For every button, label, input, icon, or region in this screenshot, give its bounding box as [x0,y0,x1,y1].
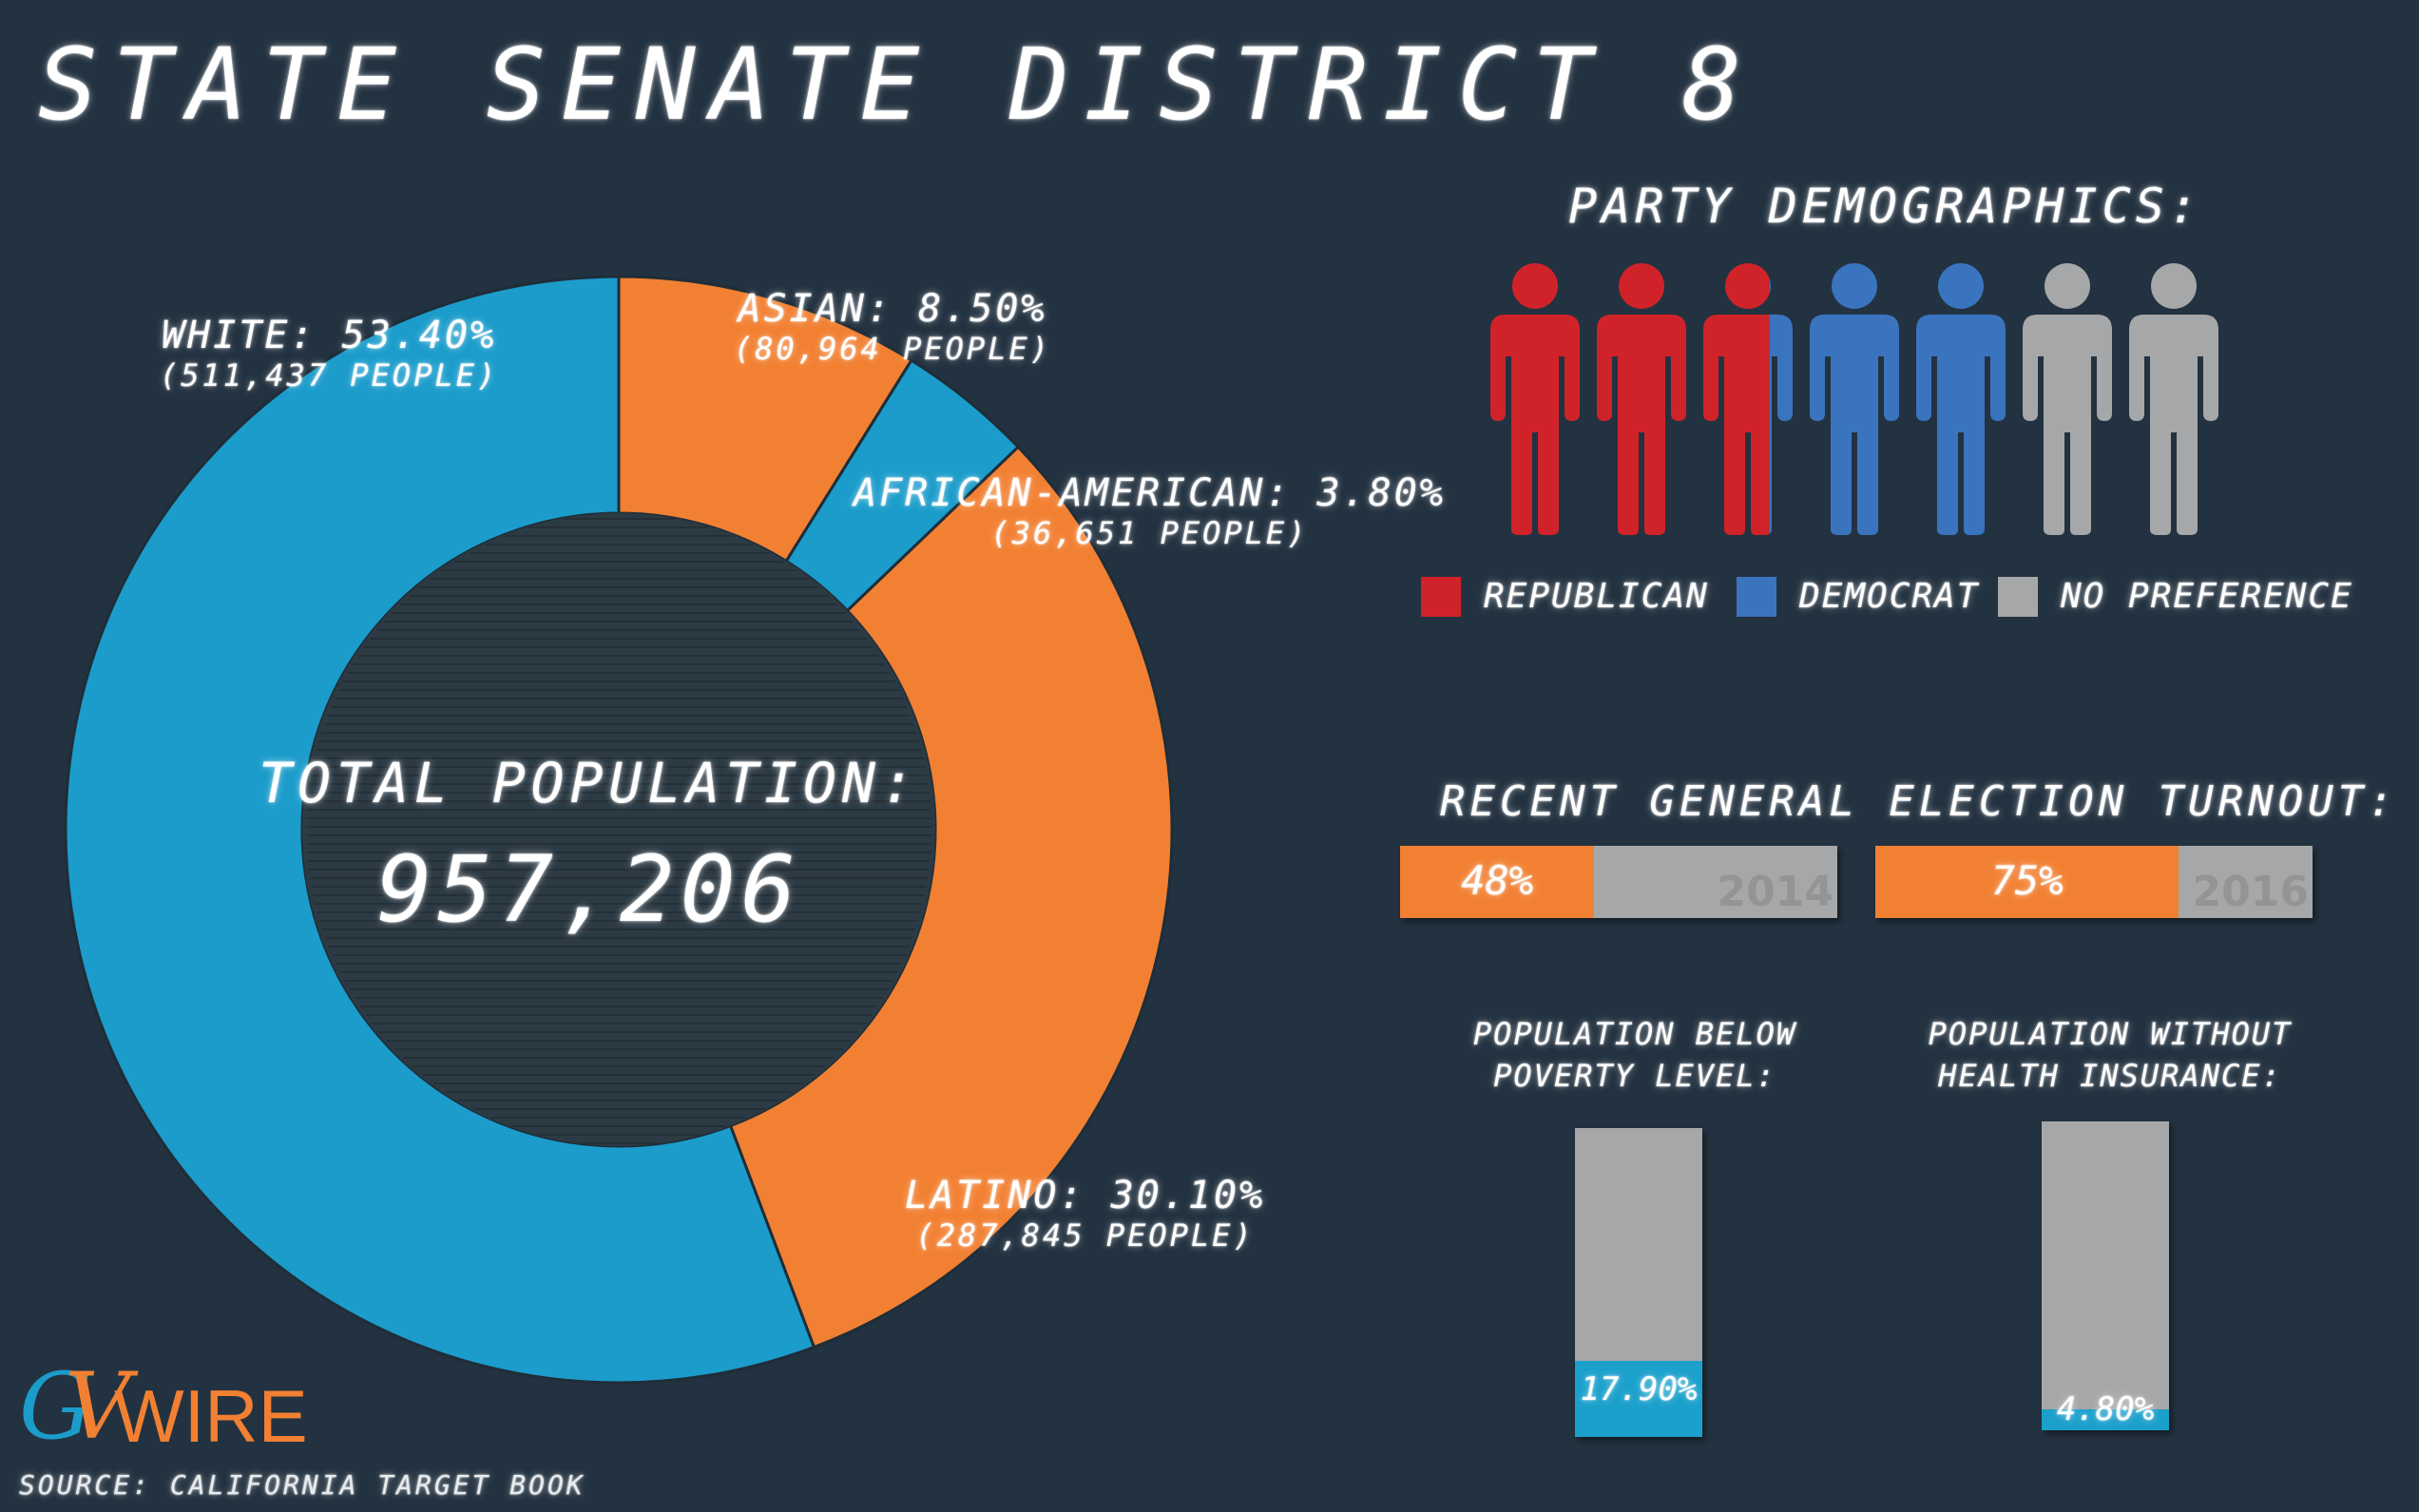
turnout-year-2014: 2014 [1717,868,1833,916]
poverty-bar-fill: 17.90% [1575,1360,1702,1437]
turnout-bar-2016: 75% 2016 [1875,846,2313,918]
turnout-title: RECENT GENERAL ELECTION TURNOUT: [1440,777,2398,826]
total-population-label: TOTAL POPULATION: [259,751,920,815]
legend-swatch-republican [1421,577,1461,617]
turnout-year-2016: 2016 [2192,868,2309,916]
slice-label-white-people: (511,437 PEOPLE) [160,357,499,393]
donut-slice-latino [728,445,1174,1349]
person-body [1490,315,1580,535]
person-body [2129,315,2218,535]
person-head [1619,263,1664,309]
person-body [1769,315,1793,534]
slice-label-african-american: AFRICAN-AMERICAN: 3.80% (36,651 PEOPLE) [854,471,1446,551]
legend-label-republican: REPUBLICAN [1484,577,1709,616]
poverty-bar: 17.90% [1575,1128,1702,1437]
total-population-value: 957,206 [376,836,802,943]
page-title: STATE SENATE DISTRICT 8 [38,27,1757,143]
insurance-title-line-2: HEALTH INSURANCE: [1938,1058,2282,1094]
logo-letter-v: V [65,1353,131,1460]
poverty-value: 17.90% [1580,1370,1698,1408]
slice-label-latino-pct: LATINO: 30.10% [905,1174,1266,1217]
legend-label-no-preference: NO PREFERENCE [2061,577,2353,616]
turnout-fill-2014: 48% [1400,846,1595,918]
party-people-chart [1490,263,2218,535]
slice-label-white: WHITE: 53.40% (511,437 PEOPLE) [160,314,498,393]
insurance-value: 4.80% [2056,1390,2155,1428]
slice-label-asian-people: (80,964 PEOPLE) [734,331,1051,367]
person-body [1703,315,1770,535]
person-head [1725,263,1770,309]
legend-label-democrat: DEMOCRAT [1799,577,1980,616]
turnout-bar-2014: 48% 2014 [1400,846,1837,918]
poverty-title-line-2: POVERTY LEVEL: [1493,1058,1776,1094]
source-note: SOURCE: CALIFORNIA TARGET BOOK [19,1469,586,1501]
turnout-fill-2016: 75% [1875,846,2179,918]
person-head [1769,278,1771,294]
logo-wire: WIRE [114,1374,308,1458]
legend-swatch-democrat [1737,577,1776,617]
people-layer-republican [1490,263,1770,535]
party-people-figures [1490,263,2218,535]
poverty-title: POPULATION BELOW POVERTY LEVEL: [1407,1013,1863,1097]
slice-label-asian: ASIAN: 8.50% (80,964 PEOPLE) [734,287,1051,367]
population-donut-chart [64,275,1174,1385]
slice-label-african-american-people: (36,651 PEOPLE) [990,515,1309,551]
person-head [1832,263,1877,309]
turnout-value-2014: 48% [1461,857,1534,904]
person-head [2045,263,2090,309]
slice-label-latino: LATINO: 30.10% (287,845 PEOPLE) [905,1174,1265,1254]
slice-label-white-pct: WHITE: 53.40% [162,314,497,357]
people-layer-no-preference [2023,263,2218,535]
person-head [1938,263,1984,309]
insurance-bar-fill: 4.80% [2042,1390,2169,1430]
party-demographics-title: PARTY DEMOGRAPHICS: [1568,179,2202,234]
insurance-bar: 4.80% [2042,1121,2169,1430]
donut-center-texture [306,518,931,1144]
poverty-title-line-1: POPULATION BELOW [1472,1016,1797,1052]
slice-label-latino-people: (287,845 PEOPLE) [915,1217,1255,1254]
insurance-title-line-1: POPULATION WITHOUT [1928,1016,2293,1052]
donut-center [302,513,935,1146]
people-layer-democrat [1769,263,2006,535]
person-head [1512,263,1558,309]
person-body [1810,315,1899,535]
person-body [1597,315,1686,535]
person-body [2023,315,2112,535]
person-head [2151,263,2197,309]
insurance-title: POPULATION WITHOUT HEALTH INSURANCE: [1863,1013,2357,1097]
slice-label-african-american-pct: AFRICAN-AMERICAN: 3.80% [854,471,1446,515]
logo-letter-g: G [19,1353,92,1460]
turnout-value-2016: 75% [1990,857,2064,904]
person-body [1916,315,2006,535]
legend-swatch-no-preference [1998,577,2038,617]
slice-label-asian-pct: ASIAN: 8.50% [738,287,1047,331]
